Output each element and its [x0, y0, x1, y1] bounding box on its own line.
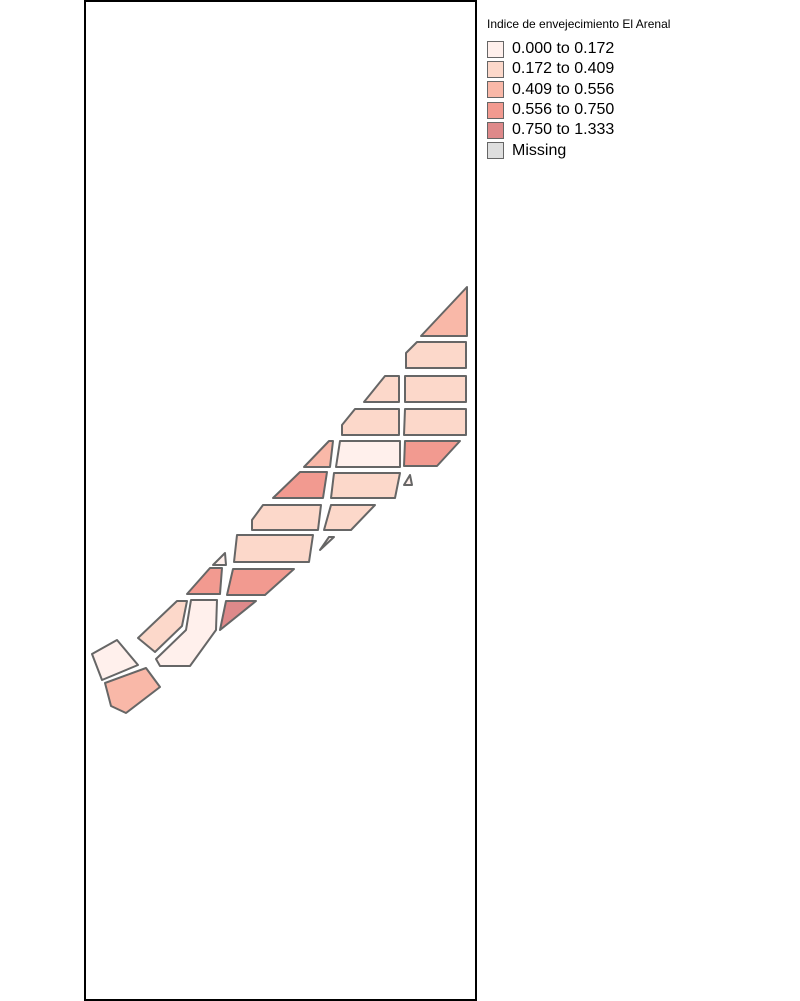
- block-polygon[interactable]: [330, 472, 401, 499]
- block-polygon[interactable]: [137, 600, 188, 653]
- legend-entry: 0.172 to 0.409: [487, 59, 787, 79]
- block-polygon[interactable]: [405, 341, 467, 369]
- block-polygon[interactable]: [341, 408, 400, 436]
- legend-entry: 0.000 to 0.172: [487, 39, 787, 59]
- block-polygon[interactable]: [219, 600, 257, 631]
- map-legend: Indice de envejecimiento El Arenal 0.000…: [487, 17, 787, 161]
- block-polygon[interactable]: [319, 536, 335, 551]
- block-polygon[interactable]: [335, 440, 401, 468]
- block-polygon[interactable]: [420, 286, 468, 337]
- block-polygon[interactable]: [403, 440, 461, 467]
- block-polygon[interactable]: [303, 440, 334, 468]
- block-polygon[interactable]: [251, 504, 322, 531]
- block-polygon[interactable]: [323, 504, 376, 531]
- legend-entry: 0.556 to 0.750: [487, 100, 787, 120]
- block-polygon[interactable]: [272, 471, 328, 499]
- block-polygon[interactable]: [226, 568, 295, 596]
- block-polygon[interactable]: [233, 534, 314, 563]
- block-polygon[interactable]: [155, 599, 218, 667]
- block-polygon[interactable]: [363, 375, 400, 403]
- block-polygon[interactable]: [91, 639, 139, 681]
- block-polygon[interactable]: [403, 474, 413, 486]
- legend-swatch: [487, 40, 504, 58]
- legend-label: 0.409 to 0.556: [512, 80, 615, 98]
- legend-label: 0.000 to 0.172: [512, 40, 615, 58]
- block-polygon[interactable]: [404, 375, 467, 403]
- legend-title: Indice de envejecimiento El Arenal: [487, 17, 671, 31]
- legend-entry: 0.409 to 0.556: [487, 80, 787, 100]
- legend-label: 0.556 to 0.750: [512, 101, 615, 119]
- block-polygon[interactable]: [212, 552, 227, 566]
- block-polygon[interactable]: [104, 667, 161, 714]
- legend-entry: Missing: [487, 140, 787, 160]
- legend-swatch: [487, 60, 504, 78]
- legend-swatch: [487, 121, 504, 139]
- legend-swatch: [487, 101, 504, 119]
- block-polygon[interactable]: [186, 567, 223, 595]
- legend-swatch: [487, 142, 504, 160]
- legend-label: 0.172 to 0.409: [512, 60, 615, 78]
- block-polygon[interactable]: [403, 408, 467, 436]
- legend-swatch: [487, 81, 504, 99]
- map-frame: [84, 0, 477, 1001]
- legend-label: 0.750 to 1.333: [512, 121, 615, 139]
- legend-label: Missing: [512, 141, 567, 159]
- legend-entry: 0.750 to 1.333: [487, 120, 787, 140]
